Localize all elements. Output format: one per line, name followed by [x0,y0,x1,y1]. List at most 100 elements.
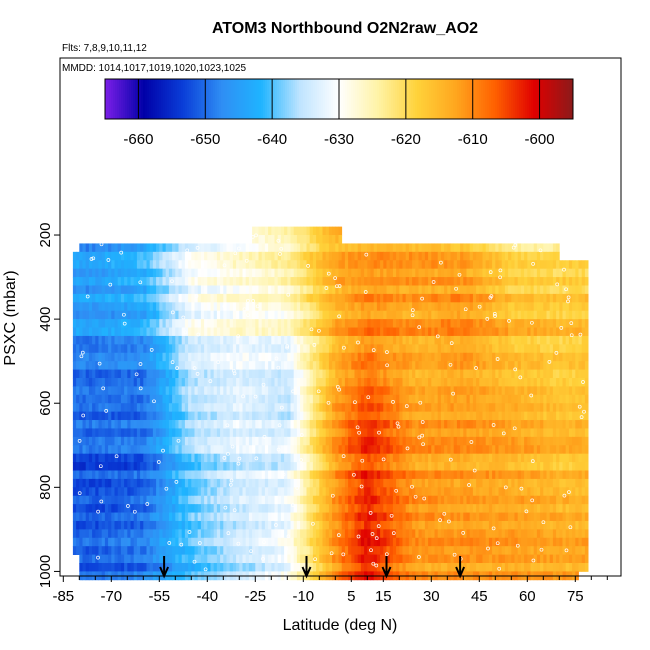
heatmap-cell [280,344,285,354]
heatmap-cell [424,428,429,438]
heatmap-cell [453,319,458,328]
heatmap-cell [498,335,503,345]
heatmap-cell [280,394,285,404]
heatmap-cell [463,495,467,505]
heatmap-cell [456,277,461,286]
heatmap-cell [200,335,205,345]
heatmap-cell [264,386,269,396]
heatmap-cell [255,226,259,236]
heatmap-cell [549,386,554,396]
heatmap-cell [136,243,141,253]
heatmap-cell [300,428,304,438]
heatmap-cell [469,487,474,497]
heatmap-cell [111,335,115,345]
heatmap-cell [98,369,103,379]
heatmap-cell [296,495,301,505]
heatmap-cell [527,411,531,421]
heatmap-cell [194,394,199,404]
heatmap-cell [242,411,247,421]
heatmap-cell [402,487,407,497]
heatmap-cell [159,462,163,471]
heatmap-cell [354,344,359,354]
heatmap-cell [300,411,304,421]
heatmap-cell [277,445,282,455]
heatmap-cell [488,335,493,345]
heatmap-cell [229,436,234,446]
heatmap-cell [370,487,375,497]
heatmap-cell [191,285,195,295]
heatmap-cell [434,453,439,463]
heatmap-cell [415,495,419,505]
heatmap-cell [300,277,304,286]
heatmap-cell [508,293,512,303]
heatmap-cell [354,487,359,497]
heatmap-cell [309,436,314,446]
heatmap-cell [277,319,282,328]
heatmap-cell [184,462,189,471]
heatmap-cell [130,420,135,429]
heatmap-cell [469,428,474,438]
heatmap-cell [296,470,301,480]
heatmap-cell [482,403,487,413]
heatmap-cell [290,277,295,286]
heatmap-cell [447,411,451,421]
heatmap-cell [120,386,125,396]
heatmap-cell [271,235,275,244]
heatmap-cell [348,260,352,270]
heatmap-cell [245,344,250,354]
heatmap-cell [88,445,93,455]
heatmap-cell [533,285,538,295]
heatmap-cell [444,453,448,463]
heatmap-cell [354,335,359,345]
heatmap-cell [264,243,269,253]
heatmap-cell [536,462,541,471]
heatmap-cell [306,403,311,413]
heatmap-cell [72,470,77,480]
heatmap-cell [255,352,259,362]
heatmap-cell [568,470,573,480]
heatmap-cell [418,268,423,278]
heatmap-cell [306,445,311,455]
heatmap-cell [415,386,419,396]
heatmap-cell [76,260,80,270]
heatmap-cell [460,487,464,497]
heatmap-cell [130,495,135,505]
heatmap-cell [197,470,202,480]
heatmap-cell [220,327,224,337]
heatmap-cell [392,369,397,379]
heatmap-cell [476,344,480,354]
heatmap-cell [485,277,490,286]
heatmap-cell [380,302,384,312]
heatmap-cell [210,428,215,438]
heatmap-cell [248,487,253,497]
heatmap-cell [578,302,583,312]
heatmap-cell [239,335,243,345]
heatmap-cell [466,251,471,261]
heatmap-cell [584,260,589,270]
heatmap-cell [444,445,448,455]
heatmap-cell [370,327,375,337]
heatmap-cell [386,285,391,295]
heatmap-cell [351,445,355,455]
heatmap-cell [226,285,231,295]
heatmap-cell [194,436,199,446]
heatmap-cell [450,462,455,471]
heatmap-cell [255,327,259,337]
heatmap-cell [530,453,535,463]
heatmap-cell [485,335,490,345]
heatmap-cell [341,352,346,362]
heatmap-cell [581,428,586,438]
heatmap-cell [108,378,112,387]
heatmap-cell [568,428,573,438]
heatmap-cell [348,352,352,362]
heatmap-cell [236,378,240,387]
heatmap-cell [72,420,77,429]
heatmap-cell [428,293,432,303]
heatmap-cell [565,411,570,421]
heatmap-cell [556,378,560,387]
heatmap-cell [184,243,189,253]
heatmap-cell [370,445,375,455]
heatmap-cell [296,327,301,337]
heatmap-cell [117,327,122,337]
heatmap-cell [556,251,560,261]
